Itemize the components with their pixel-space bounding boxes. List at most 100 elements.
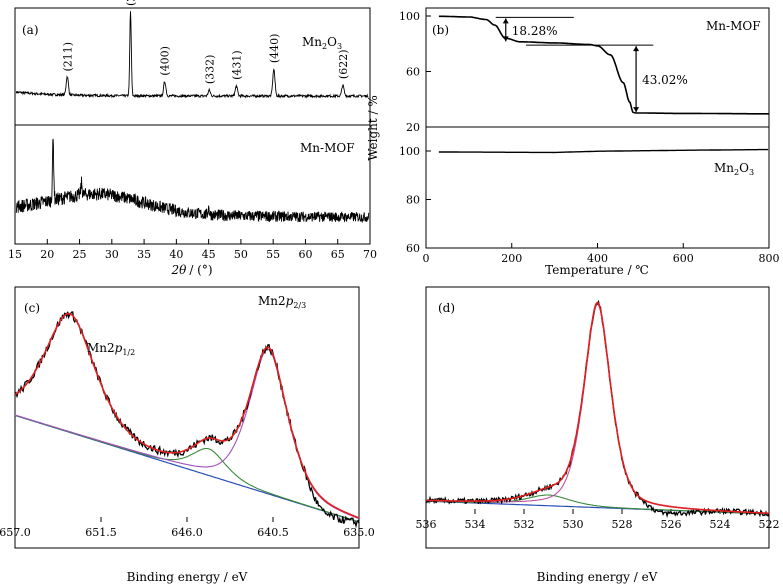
c-p12-sub: 1/2 <box>122 348 135 357</box>
c-x-tick-label: 640.5 <box>257 526 289 539</box>
panel-b-mnmof-trace <box>438 15 769 115</box>
d-x-tick-label: 522 <box>759 518 780 531</box>
panel-b-series-label-mn2o3: Mn2O3 <box>714 161 754 177</box>
a-x-tick-label: 55 <box>266 248 280 261</box>
mn2o3-a-sub2: 3 <box>337 42 342 51</box>
mn2o3-b-base: Mn <box>714 161 734 175</box>
panel-c-fit-envelope <box>14 312 360 519</box>
panel-b-axes: 0 200 400 600 800 20 60 100 60 80 100 <box>399 10 780 265</box>
panel-c-x-axis: 657.0 651.5 646.0 640.5 635.0 <box>0 517 375 539</box>
panel-a-mnmof-trace <box>15 138 370 223</box>
panel-d-x-axis: 536 534 532 530 528 526 524 522 <box>416 509 780 531</box>
panel-a-label: (a) <box>22 23 39 37</box>
b-y-tick-label: 20 <box>406 121 420 134</box>
b-y-tick-label: 100 <box>399 145 420 158</box>
d-x-tick-label: 526 <box>661 518 682 531</box>
a-x-tick-label: 25 <box>73 248 87 261</box>
a-x-tick-label: 30 <box>105 248 119 261</box>
b-annot-arrowhead <box>502 18 509 24</box>
b-y-tick-label: 80 <box>406 194 420 207</box>
a-x-tick-label: 35 <box>137 248 151 261</box>
c-p23-sub: 2/3 <box>293 301 306 310</box>
a-peak-label: (622) <box>337 49 350 79</box>
mn2o3-a-sub1: 2 <box>322 42 327 51</box>
d-x-tick-label: 524 <box>710 518 731 531</box>
panel-a-frame <box>14 7 371 245</box>
panel-a-x-axis: 15 20 25 30 35 40 45 50 55 60 65 70 <box>8 239 377 261</box>
panel-a-series-label-mn2o3: Mn2O3 <box>302 35 342 51</box>
panel-a: (a) Mn2O3 Mn-MOF 15 20 25 30 35 40 45 50 55 60 65 7… <box>8 0 377 277</box>
b-annot-label-2: 43.02% <box>642 73 688 87</box>
a-x-tick-label: 20 <box>40 248 54 261</box>
a-peak-label: (222) <box>125 0 138 6</box>
d-x-tick-label: 534 <box>465 518 486 531</box>
panel-c-mn2p12-component <box>15 315 359 522</box>
panel-d-x-label: Binding energy / eV <box>537 570 658 584</box>
c-p12-base: Mn2 <box>87 341 115 355</box>
b-y-tick-label: 60 <box>406 66 420 79</box>
panel-c-raw-spectrum <box>14 311 360 529</box>
b-annot-arrowhead <box>633 107 640 113</box>
c-x-tick-label: 657.0 <box>0 526 31 539</box>
c-p12-p: p <box>115 341 123 355</box>
panel-a-xlabel-main: 2θ <box>170 263 187 277</box>
panel-d-raw-spectrum <box>425 299 770 519</box>
a-peak-label: (400) <box>159 46 172 76</box>
b-x-tick-label: 0 <box>423 252 430 265</box>
a-x-tick-label: 40 <box>169 248 183 261</box>
panel-d-fit-envelope <box>426 301 770 515</box>
panel-c-label: (c) <box>24 301 40 315</box>
a-x-tick-label: 50 <box>234 248 248 261</box>
panel-d-label: (d) <box>438 301 455 315</box>
c-x-tick-label: 646.0 <box>171 526 203 539</box>
b-x-tick-label: 800 <box>759 252 780 265</box>
a-x-tick-label: 70 <box>363 248 377 261</box>
panel-d-satellite-peak <box>426 494 769 515</box>
d-x-tick-label: 528 <box>612 518 633 531</box>
panel-c-frame <box>14 286 360 549</box>
b-y-tick-label: 100 <box>399 10 420 23</box>
panel-a-peak-labels: (211) (222) (400) (332) (431) (440) (622) <box>61 0 350 84</box>
mn2o3-b-sub2: 3 <box>749 168 754 177</box>
panel-b-label: (b) <box>432 23 449 37</box>
panel-b-x-label: Temperature / ℃ <box>545 263 649 277</box>
d-x-tick-label: 530 <box>563 518 584 531</box>
b-x-tick-label: 600 <box>673 252 694 265</box>
a-x-tick-label: 60 <box>298 248 312 261</box>
panel-d-frame <box>425 286 770 549</box>
panel-c-peak-label-mn2p23: Mn2p2/3 <box>258 294 306 310</box>
panel-b-series-label-mnmof: Mn-MOF <box>706 19 761 33</box>
a-x-tick-label: 65 <box>331 248 345 261</box>
a-peak-label: (431) <box>230 50 243 80</box>
mn2o3-a-base: Mn <box>302 35 322 49</box>
panel-c-mn2p23-component <box>14 348 360 520</box>
d-x-tick-label: 532 <box>514 518 535 531</box>
b-x-tick-label: 200 <box>501 252 522 265</box>
c-x-tick-label: 651.5 <box>85 526 117 539</box>
d-x-tick-label: 536 <box>416 518 437 531</box>
panel-c-peak-label-mn2p12: Mn2p1/2 <box>87 341 135 357</box>
a-peak-label: (332) <box>203 55 216 85</box>
panel-b-mn2o3-trace <box>438 148 769 154</box>
a-peak-label: (440) <box>268 34 281 64</box>
b-annot-arrowhead <box>633 46 640 52</box>
a-x-tick-label: 45 <box>202 248 216 261</box>
c-p23-p: p <box>286 294 294 308</box>
a-peak-label: (211) <box>61 42 74 72</box>
panel-a-x-label: 2θ / (°) <box>170 263 212 277</box>
panel-b-y-label: Weight / % <box>366 95 380 161</box>
b-y-tick-label: 60 <box>406 242 420 255</box>
panel-a-series-label-mnmof: Mn-MOF <box>300 141 355 155</box>
panel-b: (b) Mn-MOF Mn2O3 0 200 400 600 800 20 60 100 60 8… <box>366 7 780 277</box>
panel-d: (d) 536 534 532 530 528 526 524 522 Binding ene… <box>416 286 780 584</box>
a-x-tick-label: 15 <box>8 248 22 261</box>
mn2o3-a-mid: O <box>327 35 337 49</box>
b-annot-label-1: 18.28% <box>512 24 558 38</box>
panel-c-x-label: Binding energy / eV <box>127 570 248 584</box>
panel-b-frame <box>425 7 770 249</box>
panel-d-main-component <box>426 303 769 514</box>
c-x-tick-label: 635.0 <box>343 526 375 539</box>
b-x-tick-label: 400 <box>587 252 608 265</box>
panel-b-annotations: 18.28% 43.02% <box>495 16 688 113</box>
